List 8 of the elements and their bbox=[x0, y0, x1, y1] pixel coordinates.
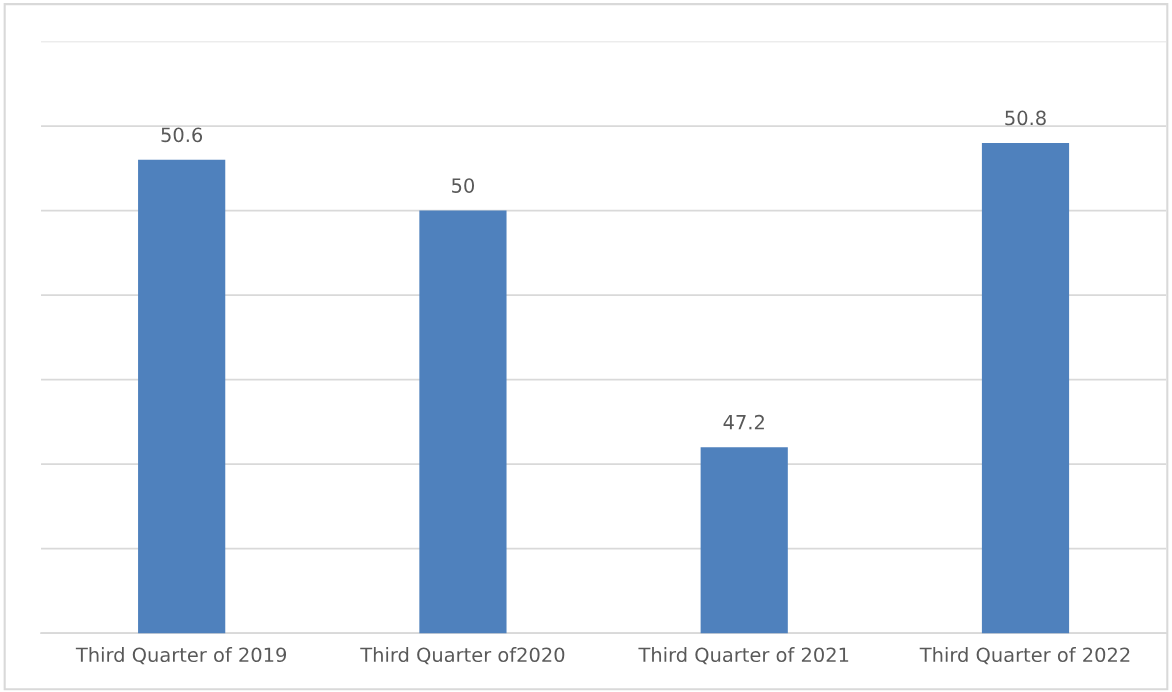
data-label: 50.8 bbox=[1005, 110, 1046, 126]
data-label: 50 bbox=[452, 178, 475, 193]
data-label: 47.2 bbox=[723, 414, 764, 430]
x-tick-label: Third Quarter of 2021 bbox=[638, 647, 849, 665]
x-tick-label: Third Quarter of2020 bbox=[360, 647, 565, 665]
x-tick-label: Third Quarter of 2022 bbox=[919, 647, 1130, 665]
data-label: 50.6 bbox=[161, 127, 203, 143]
x-tick-label: Third Quarter of 2019 bbox=[75, 647, 287, 665]
